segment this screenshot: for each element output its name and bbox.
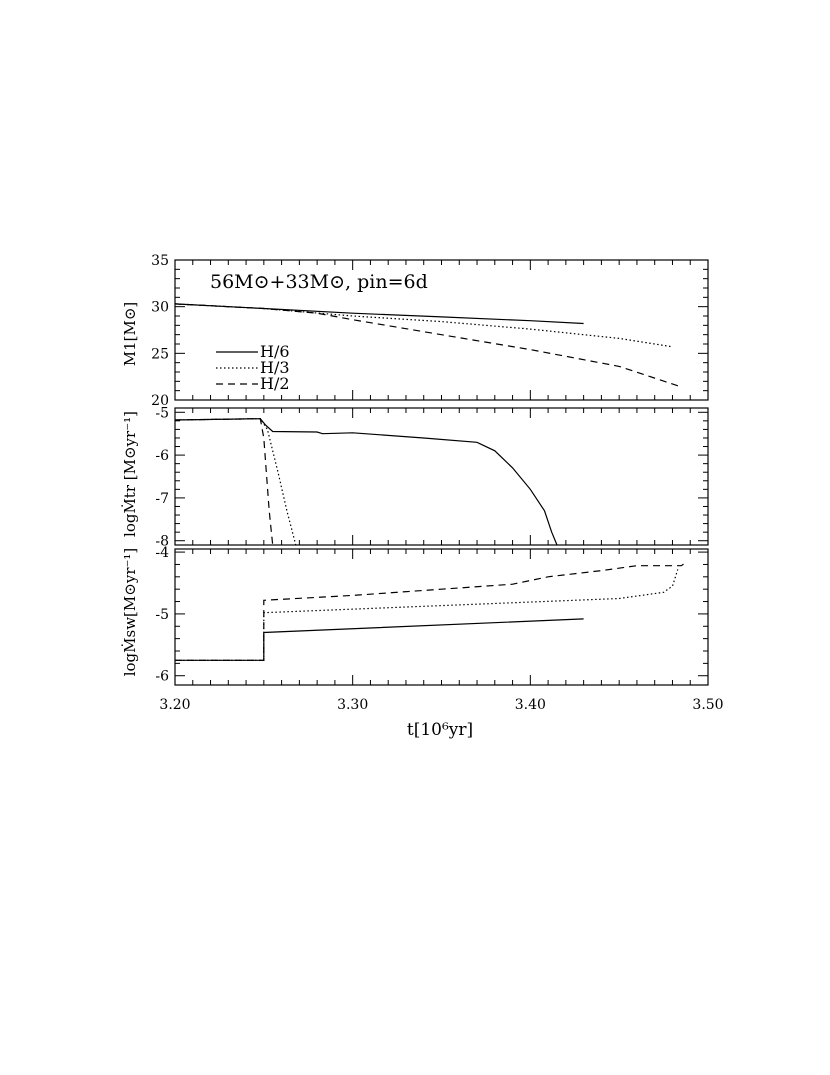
y-axis-label-panel-2: logṀtr [M⊙yr⁻¹] <box>121 411 139 537</box>
y-tick-label: -6 <box>155 669 169 685</box>
y-tick-label: -5 <box>155 405 169 421</box>
series-line-h-3 <box>174 418 297 546</box>
panels: 20 25 30 35 H/6H/3H/2 -5 -6 -7 -8-4 -5 -6 3.20 3.30 3… <box>151 253 723 713</box>
panel-1: 20 25 30 35 H/6H/3H/2 <box>151 253 709 409</box>
x-tick-label: 3.20 <box>159 697 190 713</box>
panel-frame <box>174 407 709 546</box>
y-tick-label: -7 <box>155 491 169 507</box>
legend-label: H/6 <box>260 342 290 361</box>
y-axis-label-panel-3: logṀsw[M⊙yr⁻¹] <box>121 548 139 677</box>
panel-2: -5 -6 -7 -8 <box>155 405 709 550</box>
series-line-h-2 <box>175 562 686 661</box>
y-tick-label: -4 <box>155 545 169 561</box>
y-axis-label-panel-1: M1[M⊙] <box>121 302 139 367</box>
y-tick-label: 20 <box>151 393 169 409</box>
x-tick-label: 3.40 <box>515 697 546 713</box>
legend-label: H/2 <box>260 374 290 393</box>
y-tick-label: 30 <box>151 300 169 316</box>
chart-annotation: 56M⊙+33M⊙, pin=6d <box>210 271 428 293</box>
y-tick-label: -5 <box>155 607 169 623</box>
legend-label: H/3 <box>260 358 290 377</box>
series-line-h-2 <box>174 418 274 546</box>
panel-frame <box>174 548 709 686</box>
panel-3: -4 -5 -6 3.20 3.30 3.40 3.50 <box>155 545 723 713</box>
series-line-h-2 <box>174 303 682 388</box>
y-tick-label: 35 <box>151 253 169 269</box>
series-line-h-3 <box>174 303 673 348</box>
series-line-h-3 <box>175 569 679 661</box>
y-tick-label: -6 <box>155 448 169 464</box>
series-line-h-6 <box>175 618 584 661</box>
y-tick-label: 25 <box>151 346 169 362</box>
x-tick-label: 3.30 <box>337 697 368 713</box>
x-tick-label: 3.50 <box>692 697 723 713</box>
y-tick-label: -8 <box>155 534 169 550</box>
series-line-h-6 <box>174 418 558 546</box>
x-axis-label: t[10⁶yr] <box>407 720 473 740</box>
